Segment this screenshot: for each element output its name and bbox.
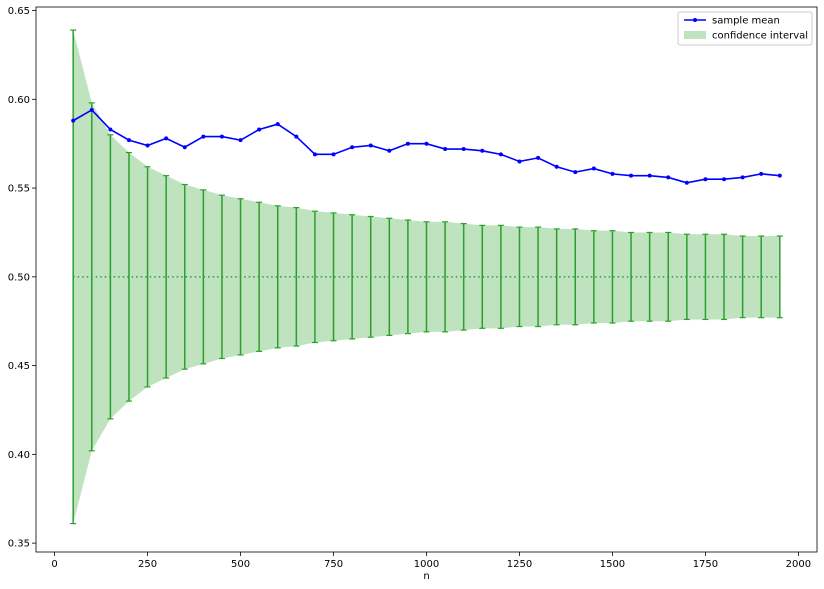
errorbar	[330, 212, 337, 342]
errorbar	[200, 189, 207, 365]
errorbar	[553, 228, 560, 326]
errorbar	[144, 166, 151, 388]
y-tick-label: 0.45	[8, 361, 30, 372]
sample-mean-point	[666, 175, 671, 180]
errorbar	[758, 235, 765, 319]
x-tick-label: 500	[231, 559, 250, 570]
sample-mean-point	[405, 141, 410, 146]
x-tick-label: 1000	[414, 559, 439, 570]
legend: sample mean confidence interval	[677, 11, 813, 46]
sample-mean-point	[387, 148, 392, 153]
sample-mean-point	[591, 166, 596, 171]
errorbar	[572, 228, 579, 326]
sample-mean-point	[443, 147, 448, 152]
x-tick-label: 750	[324, 559, 343, 570]
y-tick-label: 0.50	[8, 272, 30, 283]
sample-mean-point	[629, 173, 634, 178]
sample-mean-point	[275, 122, 280, 127]
sample-mean-point	[536, 155, 541, 160]
sample-mean-point	[554, 164, 559, 169]
x-axis-label: n	[423, 571, 429, 582]
legend-sample-mean-label: sample mean	[712, 16, 780, 27]
x-tick-label: 0	[51, 559, 57, 570]
errorbar	[702, 233, 709, 321]
x-tick-label: 1250	[507, 559, 532, 570]
sample-mean-point	[740, 175, 745, 180]
sample-mean-point	[257, 127, 262, 132]
sample-mean-point	[480, 148, 485, 153]
errorbar	[293, 207, 300, 347]
errorbar	[460, 222, 467, 331]
sample-mean-point	[684, 180, 689, 185]
sample-mean-point	[164, 136, 169, 141]
legend-confidence-interval-label: confidence interval	[712, 31, 808, 42]
x-tick-label: 1750	[693, 559, 718, 570]
sample-mean-point	[182, 145, 187, 150]
errorbar-layer	[70, 29, 783, 525]
errorbar	[739, 235, 746, 319]
errorbar	[442, 221, 449, 333]
y-tick-label: 0.35	[8, 539, 30, 550]
y-tick-label: 0.60	[8, 95, 30, 106]
sample-mean-point	[759, 171, 764, 176]
y-axis: 0.35 0.40 0.45 0.50 0.55 0.60 0.65	[8, 6, 36, 550]
errorbar	[311, 210, 318, 344]
errorbar	[274, 205, 281, 349]
sample-mean-point	[350, 145, 355, 150]
sample-mean-point	[368, 143, 373, 148]
sample-mean-point	[498, 152, 503, 157]
x-tick-label: 1500	[600, 559, 625, 570]
sample-mean-point	[89, 107, 94, 112]
sample-mean-point	[312, 152, 317, 157]
sample-mean-point	[703, 177, 708, 182]
x-tick-label: 2000	[786, 559, 811, 570]
sample-mean-line	[72, 108, 780, 184]
errorbar	[590, 230, 597, 324]
sample-mean-point	[722, 177, 727, 182]
sample-mean-point	[573, 170, 578, 175]
errorbar	[721, 233, 728, 321]
x-tick-label: 250	[138, 559, 157, 570]
errorbar	[163, 175, 170, 379]
sample-mean-point	[331, 152, 336, 157]
sample-mean-point	[517, 159, 522, 164]
errorbar	[628, 231, 635, 322]
sample-mean-point	[461, 147, 466, 152]
sample-mean-point	[126, 138, 131, 143]
errorbar	[423, 221, 430, 333]
errorbar	[776, 235, 783, 319]
x-axis: 0 250 500 750 1000 1250 1500 1750 2000	[51, 552, 811, 570]
legend-confidence-interval-patch	[684, 31, 706, 39]
sample-mean-point	[145, 143, 150, 148]
y-tick-label: 0.55	[8, 184, 30, 195]
legend-box	[677, 11, 813, 46]
errorbar	[683, 233, 690, 321]
errorbar	[404, 219, 411, 335]
sample-mean-point	[201, 134, 206, 139]
sample-mean-point	[424, 141, 429, 146]
y-tick-label: 0.40	[8, 450, 30, 461]
errorbar	[349, 214, 356, 340]
sample-mean-point	[219, 134, 224, 139]
sample-mean-point	[610, 171, 615, 176]
sample-mean-layer	[71, 107, 782, 185]
errorbar	[609, 230, 616, 324]
sample-mean-point	[238, 138, 243, 143]
sample-mean-point	[108, 127, 113, 132]
sample-mean-point	[294, 134, 299, 139]
y-tick-label: 0.65	[8, 6, 30, 17]
sample-mean-point	[777, 173, 782, 178]
errorbar	[181, 183, 188, 370]
sample-mean-point	[647, 173, 652, 178]
legend-sample-mean-marker	[693, 18, 697, 22]
errorbar	[479, 224, 486, 329]
errorbar	[125, 151, 132, 402]
sample-mean-point	[71, 118, 76, 123]
